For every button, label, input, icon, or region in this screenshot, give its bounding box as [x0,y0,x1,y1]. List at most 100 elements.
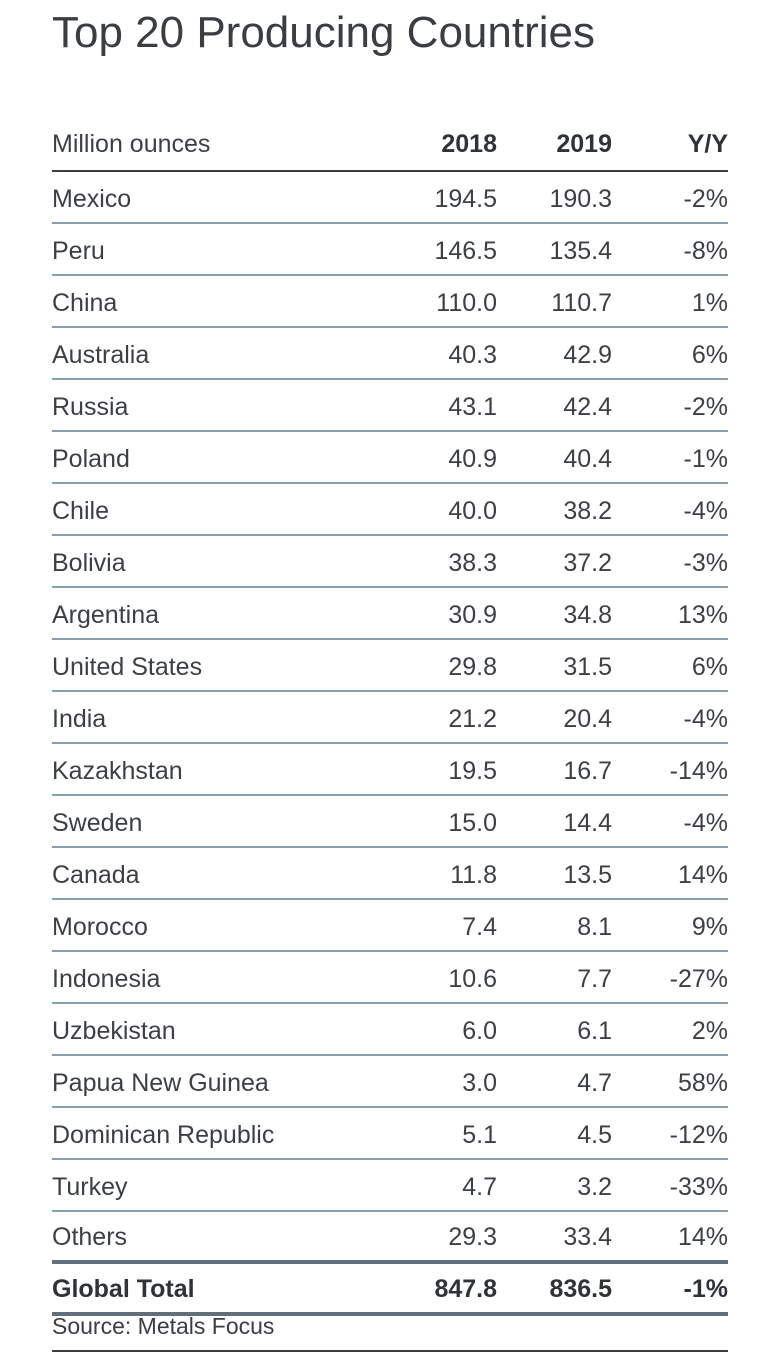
country-name: Papua New Guinea [52,1069,269,1097]
country-name: Mexico [52,185,132,213]
value-yy: -1% [683,445,728,473]
table-row: United States 29.8 31.5 6% [52,640,728,692]
country-name: Uzbekistan [52,1017,176,1045]
table-row: Uzbekistan 6.0 6.1 2% [52,1004,728,1056]
table-row: Dominican Republic 5.1 4.5 -12% [52,1108,728,1160]
value-2018: 38.3 [448,549,497,577]
value-2018: 40.9 [448,445,497,473]
country-name: Indonesia [52,965,161,993]
value-yy: -14% [669,757,728,785]
country-name: Canada [52,861,140,889]
value-2019: 13.5 [563,861,612,889]
header-unit-label: Million ounces [52,130,211,158]
value-2018: 43.1 [448,393,497,421]
value-2019: 4.7 [577,1069,612,1097]
value-2018: 40.0 [448,497,497,525]
country-name: Peru [52,237,105,265]
table-row: Australia 40.3 42.9 6% [52,328,728,380]
value-2018: 110.0 [436,289,497,317]
country-name: Chile [52,497,109,525]
value-2019: 16.7 [563,757,612,785]
value-yy: 1% [691,289,728,317]
value-2019: 135.4 [549,237,612,265]
value-2019: 190.3 [549,185,612,213]
value-2018: 10.6 [448,965,497,993]
value-2019: 14.4 [563,809,612,837]
value-yy: 6% [691,653,728,681]
value-yy: -4% [683,497,728,525]
country-name: Kazakhstan [52,757,183,785]
value-yy: -12% [669,1121,728,1149]
value-2019: 4.5 [577,1121,612,1149]
value-yy: -4% [683,705,728,733]
page-title: Top 20 Producing Countries [52,8,595,57]
table-row: Chile 40.0 38.2 -4% [52,484,728,536]
value-2019: 20.4 [563,705,612,733]
table-row: Turkey 4.7 3.2 -33% [52,1160,728,1212]
value-yy: 6% [691,341,728,369]
value-2019: 34.8 [563,601,612,629]
value-2019: 7.7 [577,965,612,993]
value-yy: -2% [683,393,728,421]
value-2019: 40.4 [563,445,612,473]
country-name: India [52,705,107,733]
value-2018: 3.0 [462,1069,497,1097]
country-name: Australia [52,341,150,369]
table-row: China 110.0 110.7 1% [52,276,728,328]
country-name: Dominican Republic [52,1121,275,1149]
value-2018: 4.7 [462,1173,497,1201]
value-2018: 146.5 [434,237,497,265]
value-2018: 6.0 [462,1017,497,1045]
value-yy: -8% [683,237,728,265]
value-2018: 19.5 [448,757,497,785]
table-row: Russia 43.1 42.4 -2% [52,380,728,432]
value-2019: 6.1 [577,1017,612,1045]
value-2018: 5.1 [462,1121,497,1149]
table-row: Papua New Guinea 3.0 4.7 58% [52,1056,728,1108]
value-2018: 29.3 [448,1223,497,1251]
country-name: Morocco [52,913,148,941]
value-2018: 40.3 [448,341,497,369]
header-2019: 2019 [556,130,612,158]
value-2019: 33.4 [563,1223,612,1251]
country-name: Poland [52,445,130,473]
value-2018: 11.8 [450,861,497,889]
value-2019: 42.9 [563,341,612,369]
value-2019: 3.2 [577,1173,612,1201]
value-2018: 15.0 [448,809,497,837]
country-name: China [52,289,118,317]
value-yy: 2% [691,1017,728,1045]
table-row: Mexico 194.5 190.3 -2% [52,172,728,224]
country-name: Turkey [52,1173,128,1201]
table-row: Canada 11.8 13.5 14% [52,848,728,900]
table-row: Indonesia 10.6 7.7 -27% [52,952,728,1004]
header-2018: 2018 [441,130,497,158]
header-yy: Y/Y [687,130,728,158]
value-yy: 14% [677,1223,728,1251]
value-2018: 29.8 [448,653,497,681]
value-2018: 21.2 [448,705,497,733]
country-name: Russia [52,393,129,421]
total-2019: 836.5 [549,1275,612,1303]
value-yy: 9% [691,913,728,941]
total-label: Global Total [52,1275,195,1303]
value-yy: -27% [669,965,728,993]
footer-divider [52,1350,728,1352]
table-row: Bolivia 38.3 37.2 -3% [52,536,728,588]
value-yy: -2% [683,185,728,213]
country-name: Argentina [52,601,160,629]
table-row: Sweden 15.0 14.4 -4% [52,796,728,848]
value-2018: 7.4 [462,913,497,941]
table-row: Argentina 30.9 34.8 13% [52,588,728,640]
value-2019: 42.4 [563,393,612,421]
table-row: Kazakhstan 19.5 16.7 -14% [52,744,728,796]
value-yy: 13% [677,601,728,629]
value-2018: 194.5 [434,185,497,213]
total-yy: -1% [683,1275,728,1303]
table-row: Others 29.3 33.4 14% [52,1212,728,1264]
source-note: Source: Metals Focus [52,1313,275,1339]
production-table: Million ounces 2018 2019 Y/Y Mexico 194.… [52,116,728,1316]
value-yy: -33% [669,1173,728,1201]
table-header-row: Million ounces 2018 2019 Y/Y [52,116,728,172]
country-name: Bolivia [52,549,126,577]
